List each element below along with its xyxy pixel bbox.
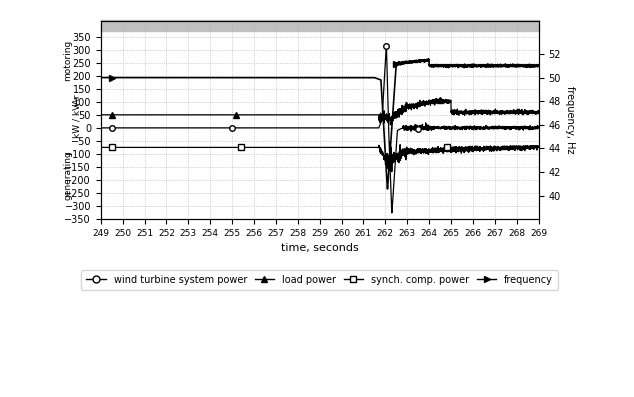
Text: motoring: motoring [63,40,72,81]
X-axis label: time, seconds: time, seconds [281,243,358,253]
Text: kW / kVAr: kW / kVAr [72,94,81,138]
Text: generating: generating [63,150,72,200]
Legend: wind turbine system power, load power, synch. comp. power, frequency: wind turbine system power, load power, s… [81,270,558,289]
Bar [101,20,538,31]
Y-axis label: frequency, Hz: frequency, Hz [565,86,574,154]
